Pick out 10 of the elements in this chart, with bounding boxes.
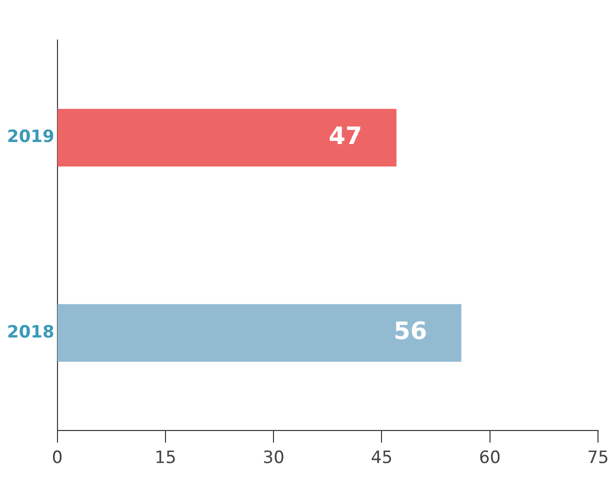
x-tick-label: 60: [479, 448, 501, 468]
y-tick-label: 2018: [6, 322, 54, 342]
data-label: 47: [328, 122, 362, 150]
x-tick-label: 15: [154, 448, 176, 468]
x-tick-label: 45: [370, 448, 393, 468]
x-tick-label: 30: [262, 448, 284, 468]
data-label: 56: [394, 317, 428, 346]
x-tick-label: 0: [52, 448, 63, 468]
x-tick-label: 75: [587, 448, 609, 468]
y-tick-label: 2019: [6, 127, 54, 148]
